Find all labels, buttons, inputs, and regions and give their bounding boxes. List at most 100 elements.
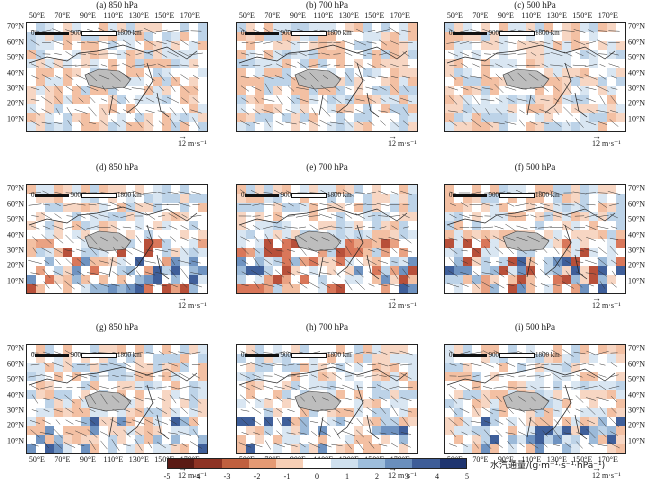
flux-cell xyxy=(117,266,126,275)
flux-cell xyxy=(580,95,589,104)
flux-cell xyxy=(390,122,399,131)
wind-vector xyxy=(402,64,410,67)
wind-vector xyxy=(611,407,617,414)
flux-cell xyxy=(171,444,180,453)
scale-end: 1800 km xyxy=(327,29,352,37)
flux-cell xyxy=(372,122,381,131)
wind-vector xyxy=(144,271,156,276)
wind-vector xyxy=(122,119,132,127)
scale-zero: 0 xyxy=(241,351,245,359)
flux-cell xyxy=(144,354,153,363)
flux-cell xyxy=(27,354,36,363)
lat-tick-label: 30°N xyxy=(628,245,645,255)
flux-cell xyxy=(490,113,499,122)
flux-cell xyxy=(372,275,381,284)
flux-cell xyxy=(108,32,117,41)
wind-vector xyxy=(550,64,563,67)
wind-vector xyxy=(276,63,283,68)
flux-cell xyxy=(454,266,463,275)
wind-vector xyxy=(448,247,458,254)
flux-cell xyxy=(544,417,553,426)
flux-cell xyxy=(526,248,535,257)
flux-cell xyxy=(354,104,363,113)
wind-vector xyxy=(357,408,363,413)
flux-cell xyxy=(535,50,544,59)
flux-cell xyxy=(189,390,198,399)
wind-vector xyxy=(240,225,250,230)
wind-vector xyxy=(344,72,353,82)
flux-cell xyxy=(616,185,625,194)
flux-cell xyxy=(189,23,198,32)
flux-cell xyxy=(237,372,246,381)
flux-cell xyxy=(327,212,336,221)
flux-cell xyxy=(499,381,508,390)
wind-vector xyxy=(273,28,286,34)
map-area: 0 900 1800 km xyxy=(236,344,418,454)
flux-cell xyxy=(481,59,490,68)
wind-vector xyxy=(159,85,164,92)
wind-vector xyxy=(368,283,375,287)
wind-vector xyxy=(562,386,574,389)
wind-vector xyxy=(368,441,375,449)
flux-cell xyxy=(553,239,562,248)
wind-vector xyxy=(572,363,587,366)
wind-vector xyxy=(597,201,608,208)
flux-cell xyxy=(180,345,189,354)
flux-cell xyxy=(598,221,607,230)
flux-cell xyxy=(255,354,264,363)
wind-vector xyxy=(332,351,342,355)
wind-vector xyxy=(334,395,340,403)
coastline xyxy=(446,44,616,118)
flux-cell xyxy=(153,435,162,444)
flux-cell xyxy=(27,194,36,203)
flux-cell xyxy=(354,23,363,32)
flux-cell xyxy=(390,363,399,372)
flux-cell xyxy=(616,399,625,408)
wind-vector xyxy=(355,396,365,402)
wind-vector xyxy=(87,233,98,245)
wind-vector xyxy=(448,225,458,230)
flux-cell xyxy=(372,32,381,41)
wind-vector xyxy=(515,214,529,218)
lat-tick-label: 50°N xyxy=(628,374,645,384)
flux-cell xyxy=(63,435,72,444)
wind-vector xyxy=(597,39,608,46)
flux-cell xyxy=(309,221,318,230)
wind-vector xyxy=(333,247,341,254)
flux-cell xyxy=(354,230,363,239)
wind-vector xyxy=(342,189,355,197)
flux-cell xyxy=(562,122,571,131)
flux-cell xyxy=(354,444,363,453)
wind-vector xyxy=(389,375,400,377)
flux-cell xyxy=(27,59,36,68)
wind-vector xyxy=(110,224,121,231)
flux-cell xyxy=(198,444,207,453)
flux-cell xyxy=(162,86,171,95)
map-panel: (f) 500 hPa 0 900 1800 km 70°N 60°N 50°N 40°N 30… xyxy=(444,162,645,311)
flux-cell xyxy=(544,104,553,113)
flux-cell xyxy=(117,381,126,390)
flux-cell xyxy=(607,203,616,212)
flux-cell xyxy=(264,435,273,444)
wind-vector xyxy=(101,107,107,116)
wind-vector xyxy=(109,362,122,367)
flux-cell xyxy=(99,185,108,194)
flux-cell xyxy=(336,104,345,113)
flux-cell xyxy=(345,185,354,194)
flux-cell xyxy=(607,122,616,131)
flux-cell xyxy=(198,239,207,248)
wind-vector xyxy=(505,432,516,435)
flux-cell xyxy=(571,203,580,212)
flux-cell xyxy=(526,122,535,131)
wind-vector xyxy=(449,443,457,447)
wind-vector xyxy=(460,86,469,91)
wind-vector xyxy=(376,384,390,391)
wind-vector xyxy=(86,272,99,275)
flux-cell xyxy=(282,77,291,86)
flux-cell xyxy=(246,435,255,444)
flux-cell xyxy=(153,381,162,390)
flux-cell xyxy=(490,95,499,104)
flux-cell xyxy=(372,212,381,221)
scale-bar-white xyxy=(291,30,327,36)
flux-cell xyxy=(463,266,472,275)
